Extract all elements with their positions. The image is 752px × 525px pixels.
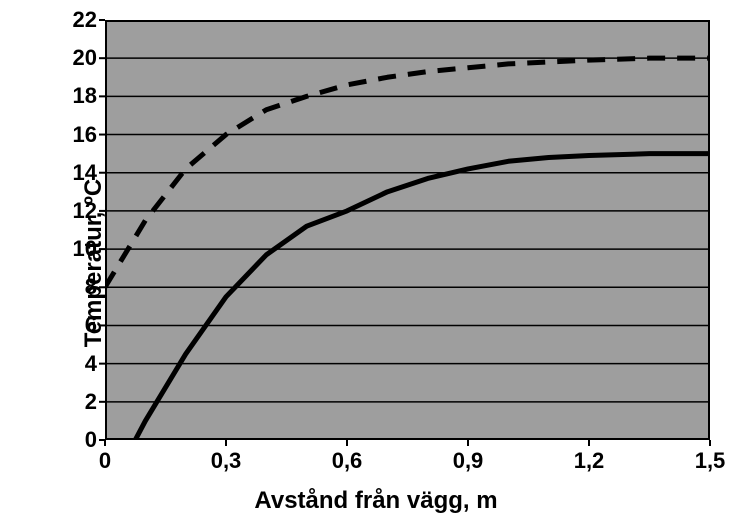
y-tick-label: 4 <box>85 351 105 377</box>
y-tick-label: 14 <box>73 160 105 186</box>
y-tick-label: 18 <box>73 83 105 109</box>
x-tick-label: 0,9 <box>453 440 484 474</box>
y-tick-label: 10 <box>73 236 105 262</box>
y-tick-label: 2 <box>85 389 105 415</box>
plot-area: 024681012141618202200,30,60,91,21,5 <box>105 20 710 440</box>
y-tick-label: 22 <box>73 7 105 33</box>
y-tick-label: 8 <box>85 274 105 300</box>
y-tick-label: 6 <box>85 312 105 338</box>
x-tick-label: 0,6 <box>332 440 363 474</box>
x-tick-label: 1,5 <box>695 440 726 474</box>
y-tick-label: 12 <box>73 198 105 224</box>
x-tick-label: 0 <box>99 440 111 474</box>
y-tick-label: 16 <box>73 122 105 148</box>
temperature-distance-chart: Temperatur, ºC Avstånd från vägg, m 0246… <box>0 0 752 525</box>
y-tick-label: 20 <box>73 45 105 71</box>
plot-svg <box>105 20 710 440</box>
x-tick-label: 0,3 <box>211 440 242 474</box>
x-axis-title: Avstånd från vägg, m <box>254 487 497 515</box>
x-tick-label: 1,2 <box>574 440 605 474</box>
